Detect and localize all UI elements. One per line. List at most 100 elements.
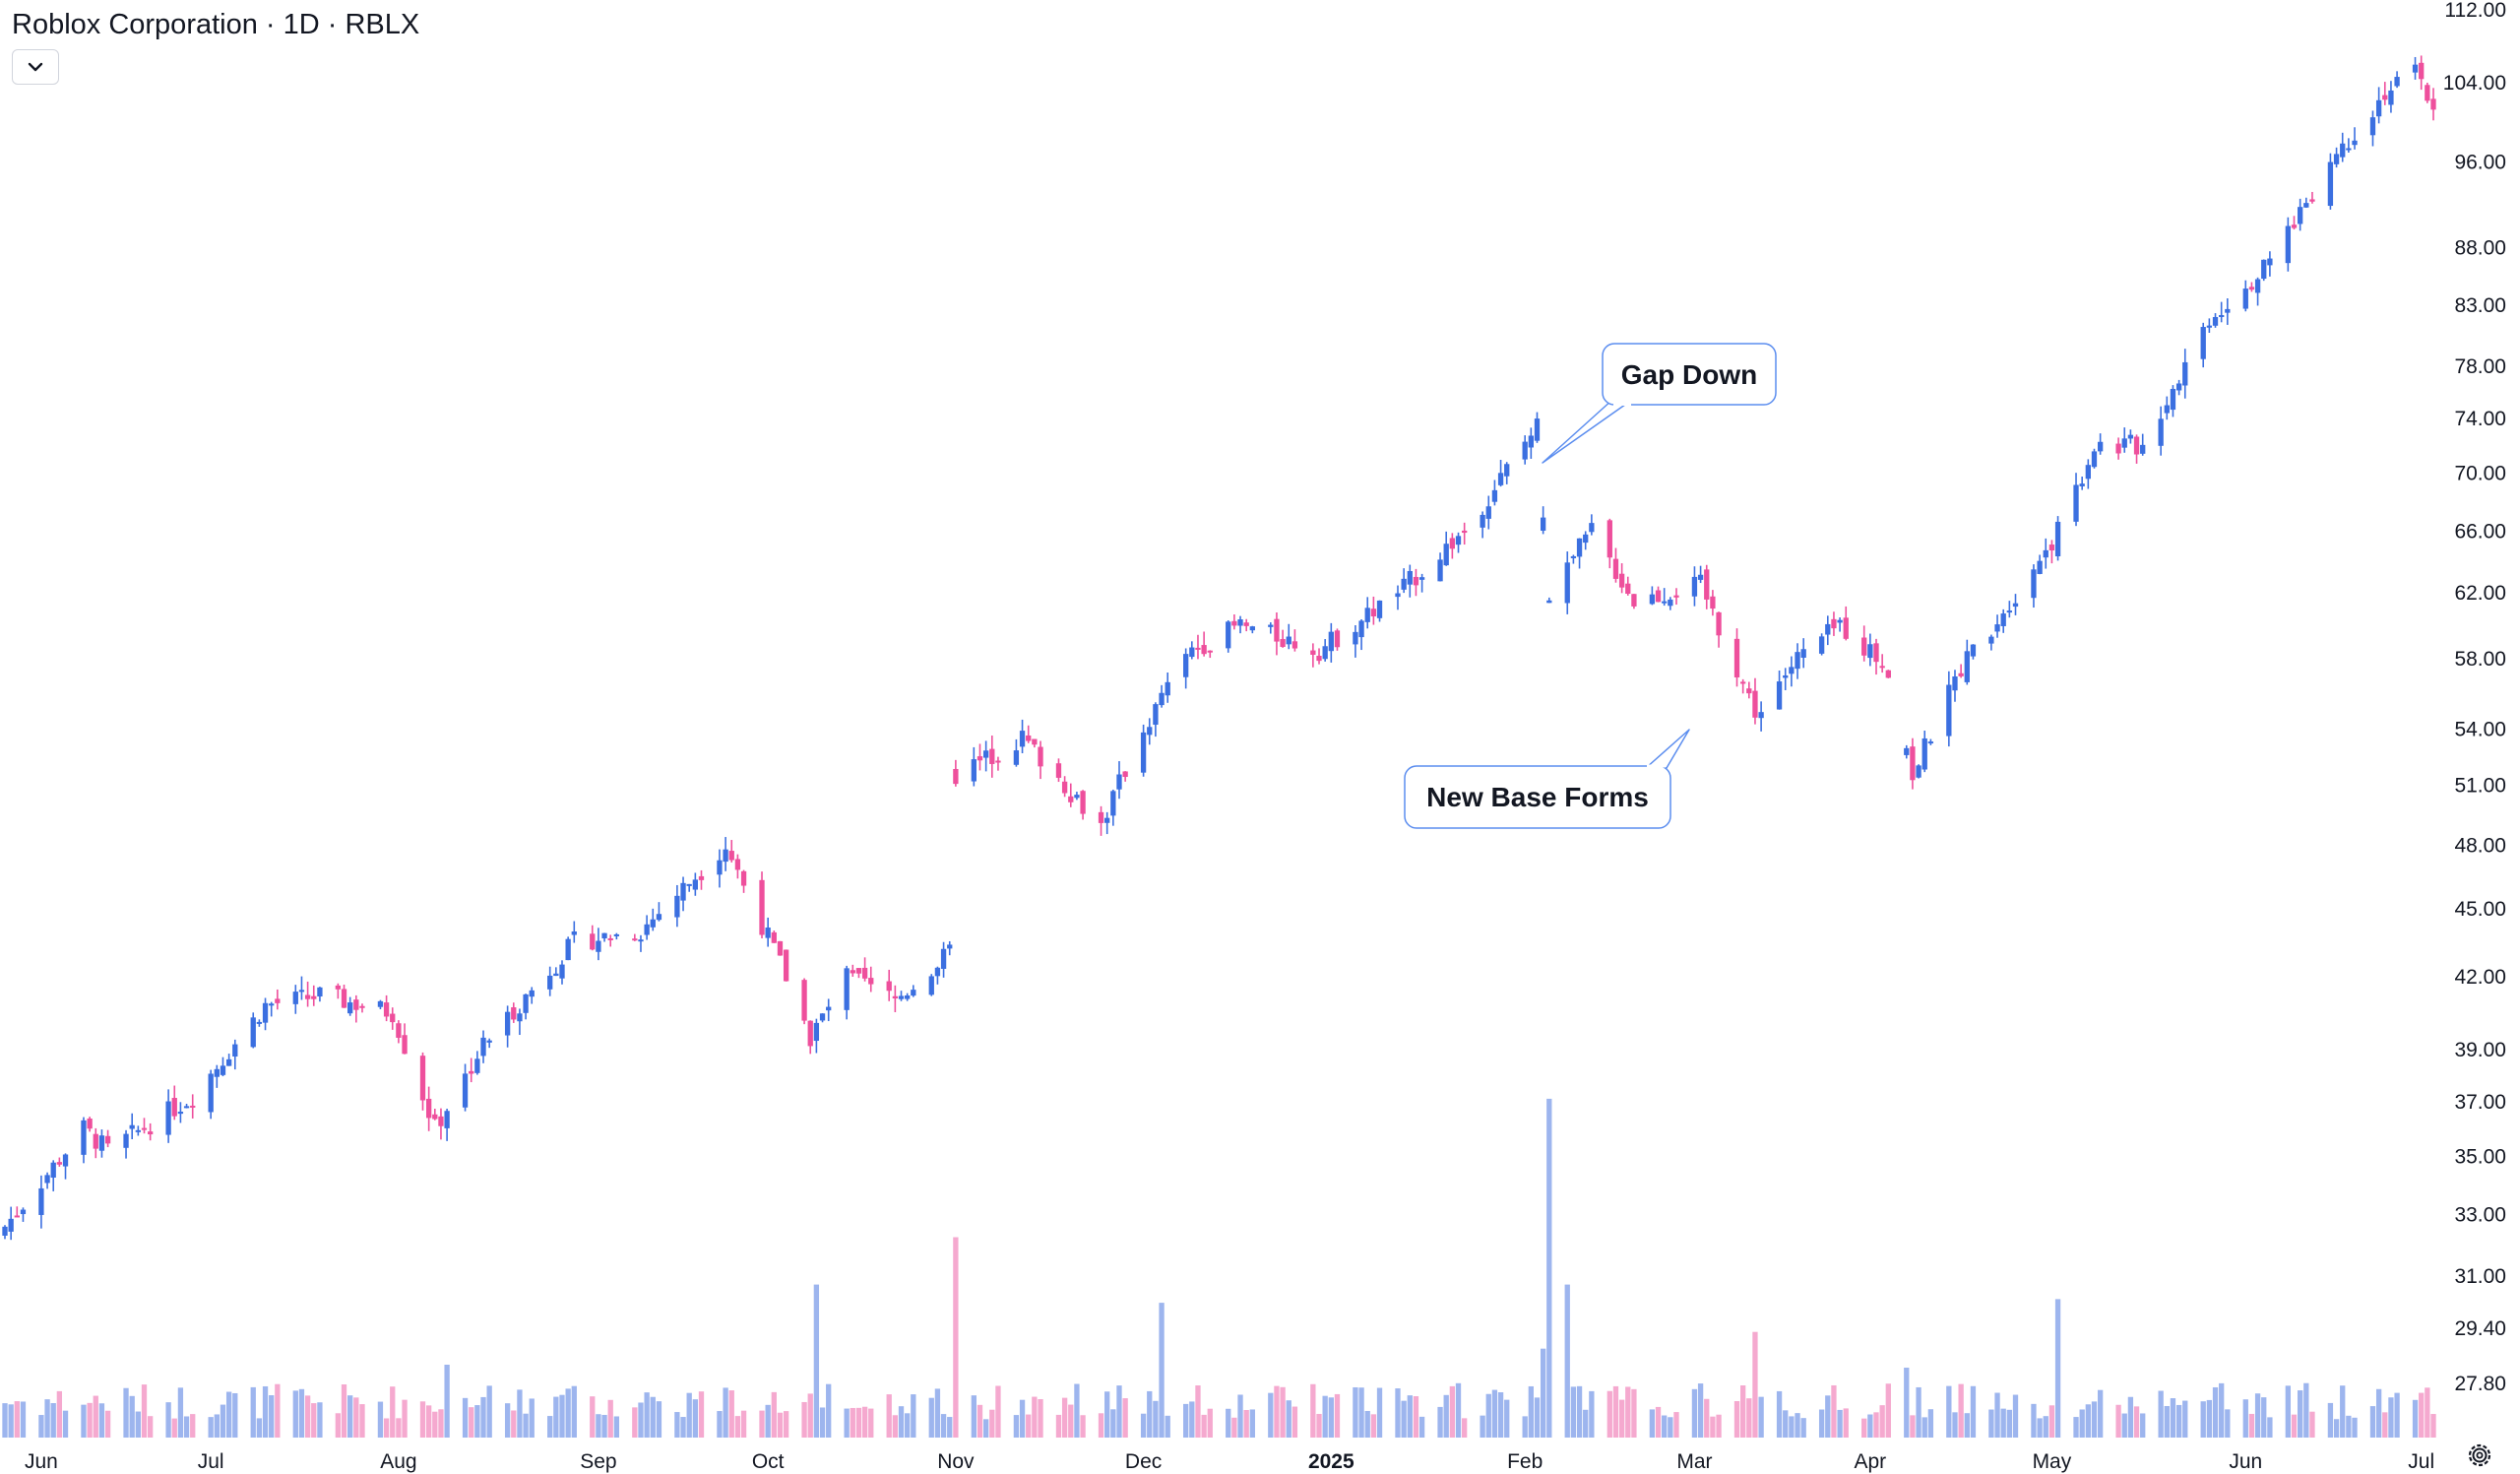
time-axis-label: Nov	[937, 1450, 975, 1473]
candle-body	[1153, 704, 1159, 726]
price-axis[interactable]: 112.00 104.00 96.00 88.00 83.00 78.00 74.00 70.…	[2443, 0, 2506, 1395]
candle-body	[2333, 154, 2340, 164]
candle-body	[632, 938, 638, 941]
candle-body	[1334, 630, 1341, 648]
candle-body	[1455, 536, 1462, 545]
volume-bar	[590, 1396, 596, 1438]
volume-bar	[1038, 1398, 1043, 1438]
volume-bar	[2079, 1409, 2085, 1438]
candle-body	[1401, 578, 1407, 590]
candle-body	[740, 870, 747, 886]
candle-body	[1074, 795, 1080, 799]
volume-bar	[2291, 1414, 2298, 1438]
volume-bar	[462, 1397, 469, 1438]
candle-body	[680, 882, 686, 901]
price-axis-label: 33.00	[2454, 1203, 2506, 1226]
candle-body	[1873, 643, 1879, 663]
time-axis[interactable]: Jun Jul Aug Sep Oct Nov Dec 2025 Feb Mar Apr May Jun…	[25, 1450, 2434, 1473]
candle-body	[529, 990, 535, 997]
candle-body	[674, 895, 680, 918]
candle-body	[2, 1226, 8, 1236]
volume-bar	[1055, 1414, 1062, 1438]
candle-body	[1843, 617, 1849, 639]
volume-bar	[1528, 1385, 1534, 1438]
volume-bar	[2430, 1414, 2436, 1438]
volume-bar	[783, 1411, 789, 1438]
candle-body	[438, 1116, 444, 1126]
volume-bar	[1237, 1394, 1243, 1438]
candle-body	[2219, 315, 2225, 318]
volume-bar	[1564, 1284, 1570, 1438]
volume-bar	[2412, 1399, 2419, 1438]
candle-body	[1353, 631, 1358, 645]
volume-bar	[20, 1401, 27, 1438]
time-axis-label: Sep	[580, 1450, 616, 1473]
chart-settings-button[interactable]	[2466, 1442, 2493, 1469]
candle-body	[596, 940, 601, 952]
volume-bar	[1618, 1399, 1625, 1438]
candle-body	[1376, 600, 1383, 618]
volume-bar	[819, 1407, 826, 1438]
volume-bar	[402, 1399, 408, 1438]
volume-bar	[1026, 1414, 1032, 1438]
collapse-legend-button[interactable]	[12, 49, 59, 85]
volume-bar	[1691, 1388, 1698, 1438]
candle-body	[559, 964, 565, 979]
gear-icon	[2468, 1443, 2491, 1467]
candle-body	[698, 875, 705, 880]
volume-bar	[1268, 1392, 1274, 1438]
candle-body	[262, 1002, 269, 1023]
volume-bar	[1583, 1409, 1589, 1438]
volume-bar	[1274, 1385, 1280, 1438]
candle-body	[317, 987, 323, 997]
volume-bar	[976, 1404, 983, 1438]
candle-body	[1207, 650, 1213, 653]
candle-body	[1159, 692, 1165, 706]
callout-new-base-pointer	[1645, 729, 1690, 769]
volume-bar	[1831, 1384, 1837, 1438]
candle-body	[396, 1023, 402, 1038]
candle-body	[225, 1058, 232, 1066]
volume-bar	[728, 1390, 734, 1438]
volume-bar	[432, 1411, 438, 1438]
candle-body	[1904, 747, 1910, 755]
candle-body	[1026, 735, 1032, 741]
volume-bar	[692, 1399, 698, 1438]
candle-body	[2225, 308, 2231, 313]
price-axis-label: 39.00	[2454, 1039, 2506, 1061]
volume-bar	[1861, 1418, 1867, 1438]
volume-bar	[1485, 1393, 1491, 1438]
candle-body	[304, 994, 311, 999]
candle-body	[656, 914, 662, 921]
candle-body	[486, 1040, 492, 1043]
candle-body	[1462, 530, 1468, 534]
callout-new-base-forms[interactable]: New Base Forms	[1404, 729, 1690, 829]
candle-body	[1795, 652, 1800, 670]
candle-body	[1612, 558, 1619, 579]
volume-bar	[2261, 1397, 2267, 1438]
candle-body	[2115, 443, 2121, 454]
callout-gap-down[interactable]: Gap Down	[1542, 343, 1777, 464]
candle-body	[771, 931, 777, 943]
candle-body	[1522, 441, 1528, 460]
volume-bar	[1334, 1393, 1341, 1438]
volume-bar	[1952, 1412, 1958, 1438]
price-axis-label: 48.00	[2454, 834, 2506, 857]
candle-body	[1589, 523, 1595, 533]
candle-body	[1540, 517, 1546, 531]
volume-bar	[1904, 1368, 1910, 1438]
volume-bar	[989, 1409, 995, 1438]
candle-body	[1952, 675, 1958, 691]
volume-bar	[1455, 1382, 1462, 1438]
candle-body	[638, 939, 644, 942]
volume-bar	[601, 1414, 607, 1438]
candle-body	[1910, 746, 1916, 781]
volume-bar	[2340, 1385, 2346, 1438]
volume-bar	[1927, 1409, 1934, 1438]
volume-bar	[2219, 1382, 2225, 1438]
time-axis-label: Dec	[1125, 1450, 1162, 1473]
volume-bar	[2000, 1408, 2006, 1438]
candle-body	[1800, 649, 1806, 658]
price-axis-label: 83.00	[2454, 294, 2506, 317]
